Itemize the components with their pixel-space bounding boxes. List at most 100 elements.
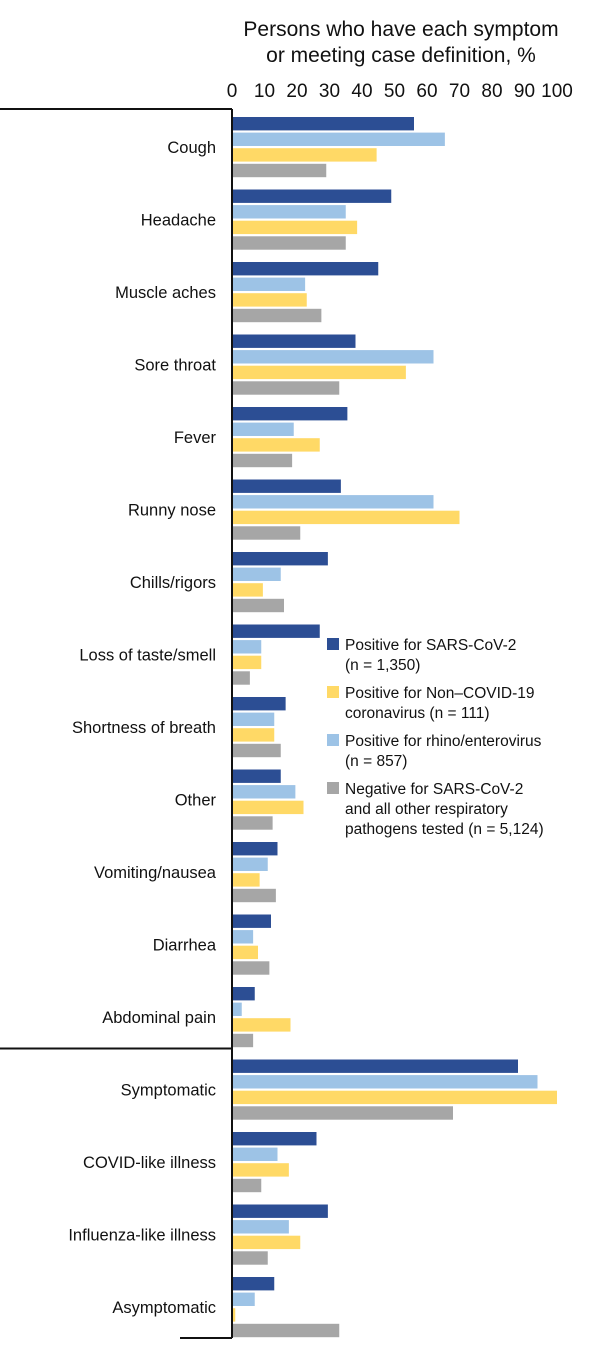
category-labels: Cough Headache Muscle aches Sore throat Feve… <box>68 139 216 1317</box>
bar-shortness-of-breath-series-0 <box>232 697 286 711</box>
bar-abdominal-pain-series-2 <box>232 1018 291 1032</box>
category-label: Sore throat <box>134 357 216 375</box>
category-label: Fever <box>174 429 217 447</box>
bar-vomiting-nausea-series-1 <box>232 857 268 871</box>
category-label: Influenza-like illness <box>68 1227 216 1245</box>
bar-shortness-of-breath-series-2 <box>232 728 275 742</box>
axes <box>0 108 233 1339</box>
bar-runny-nose-series-1 <box>232 495 434 509</box>
x-tick-label: 90 <box>514 81 535 102</box>
bar-fever-series-0 <box>232 407 348 421</box>
x-tick-label: 10 <box>254 81 275 102</box>
bar-asymptomatic-series-1 <box>232 1292 255 1306</box>
legend-label: Positive for SARS-CoV-2 <box>345 637 516 654</box>
bar-chills-rigors-series-1 <box>232 567 281 581</box>
bar-asymptomatic-series-0 <box>232 1277 275 1291</box>
bar-cough-series-0 <box>232 117 414 131</box>
legend-label: and all other respiratory <box>345 801 508 818</box>
bar-sore-throat-series-1 <box>232 350 434 364</box>
bar-influenza-like-illness-series-2 <box>232 1235 301 1250</box>
category-label: Diarrhea <box>153 937 217 955</box>
category-label: Vomiting/nausea <box>94 864 217 882</box>
bar-influenza-like-illness-series-3 <box>232 1251 268 1265</box>
bar-other-series-1 <box>232 785 296 799</box>
bar-diarrhea-series-1 <box>232 930 254 944</box>
bar-shortness-of-breath-series-1 <box>232 712 275 726</box>
x-tick-label: 0 <box>227 81 238 102</box>
bar-covid-like-illness-series-1 <box>232 1147 278 1161</box>
chart-title-line-2: or meeting case definition, % <box>266 44 536 67</box>
bar-other-series-2 <box>232 800 304 815</box>
bar-runny-nose-series-0 <box>232 479 341 493</box>
bar-muscle-aches-series-0 <box>232 262 379 276</box>
bar-runny-nose-series-2 <box>232 510 460 525</box>
x-axis-ticks: 0 10 20 30 40 50 60 70 80 90 100 <box>227 81 573 102</box>
bar-marks <box>232 117 557 1338</box>
bar-sore-throat-series-2 <box>232 365 406 380</box>
legend-label: (n = 1,350) <box>345 657 420 674</box>
category-label: COVID-like illness <box>83 1154 216 1172</box>
bar-loss-of-taste-smell-series-2 <box>232 655 262 670</box>
category-label: Shortness of breath <box>72 719 216 737</box>
category-label: Asymptomatic <box>112 1299 216 1317</box>
category-label: Cough <box>167 139 216 157</box>
legend-swatch <box>327 734 339 746</box>
legend-swatch <box>327 686 339 698</box>
bar-covid-like-illness-series-2 <box>232 1163 289 1177</box>
chart-title-line-1: Persons who have each symptom <box>243 18 558 41</box>
legend-label: Positive for Non–COVID-19 <box>345 685 535 702</box>
bar-vomiting-nausea-series-3 <box>232 888 276 903</box>
x-tick-label: 50 <box>384 81 405 102</box>
x-tick-label: 60 <box>416 81 437 102</box>
x-tick-label: 70 <box>449 81 470 102</box>
bar-diarrhea-series-2 <box>232 945 258 960</box>
bar-abdominal-pain-series-3 <box>232 1033 254 1048</box>
bar-asymptomatic-series-2 <box>232 1308 236 1322</box>
x-tick-label: 100 <box>541 81 573 102</box>
category-label: Headache <box>141 212 216 230</box>
bar-cough-series-3 <box>232 163 327 178</box>
bar-chills-rigors-series-2 <box>232 583 263 597</box>
legend-label: (n = 857) <box>345 753 407 770</box>
bar-shortness-of-breath-series-3 <box>232 743 281 758</box>
bar-sore-throat-series-3 <box>232 381 340 395</box>
bar-covid-like-illness-series-3 <box>232 1178 262 1193</box>
legend-label: pathogens tested (n = 5,124) <box>345 821 544 838</box>
category-label: Loss of taste/smell <box>79 647 216 665</box>
legend-label: Negative for SARS-CoV-2 <box>345 781 523 798</box>
bar-muscle-aches-series-2 <box>232 293 307 307</box>
legend-label: Positive for rhino/enterovirus <box>345 733 542 750</box>
bar-abdominal-pain-series-0 <box>232 987 255 1001</box>
bar-chills-rigors-series-0 <box>232 552 328 566</box>
bar-asymptomatic-series-3 <box>232 1323 340 1338</box>
x-tick-label: 20 <box>286 81 307 102</box>
bar-other-series-0 <box>232 769 281 783</box>
bar-symptomatic-series-1 <box>232 1075 538 1089</box>
category-label: Symptomatic <box>121 1082 216 1100</box>
bar-vomiting-nausea-series-0 <box>232 842 278 856</box>
bar-headache-series-0 <box>232 189 392 203</box>
bar-cough-series-2 <box>232 148 377 162</box>
bar-diarrhea-series-3 <box>232 961 270 975</box>
bar-runny-nose-series-3 <box>232 526 301 540</box>
bar-headache-series-1 <box>232 205 346 219</box>
category-label: Abdominal pain <box>102 1009 216 1027</box>
x-tick-label: 30 <box>319 81 340 102</box>
bar-symptomatic-series-0 <box>232 1059 518 1073</box>
category-label: Runny nose <box>128 502 216 520</box>
legend: Positive for SARS-CoV-2 (n = 1,350) Positi… <box>327 637 544 838</box>
category-label: Muscle aches <box>115 284 216 302</box>
bar-vomiting-nausea-series-2 <box>232 873 260 887</box>
bar-influenza-like-illness-series-0 <box>232 1204 328 1218</box>
bar-abdominal-pain-series-1 <box>232 1002 242 1016</box>
x-tick-label: 80 <box>481 81 502 102</box>
bar-headache-series-3 <box>232 236 346 250</box>
bar-covid-like-illness-series-0 <box>232 1132 317 1146</box>
bar-symptomatic-series-3 <box>232 1106 453 1120</box>
bar-headache-series-2 <box>232 220 358 235</box>
legend-swatch <box>327 782 339 794</box>
bar-fever-series-3 <box>232 453 293 468</box>
legend-swatch <box>327 638 339 650</box>
legend-label: coronavirus (n = 111) <box>345 705 490 722</box>
bar-fever-series-2 <box>232 438 320 452</box>
